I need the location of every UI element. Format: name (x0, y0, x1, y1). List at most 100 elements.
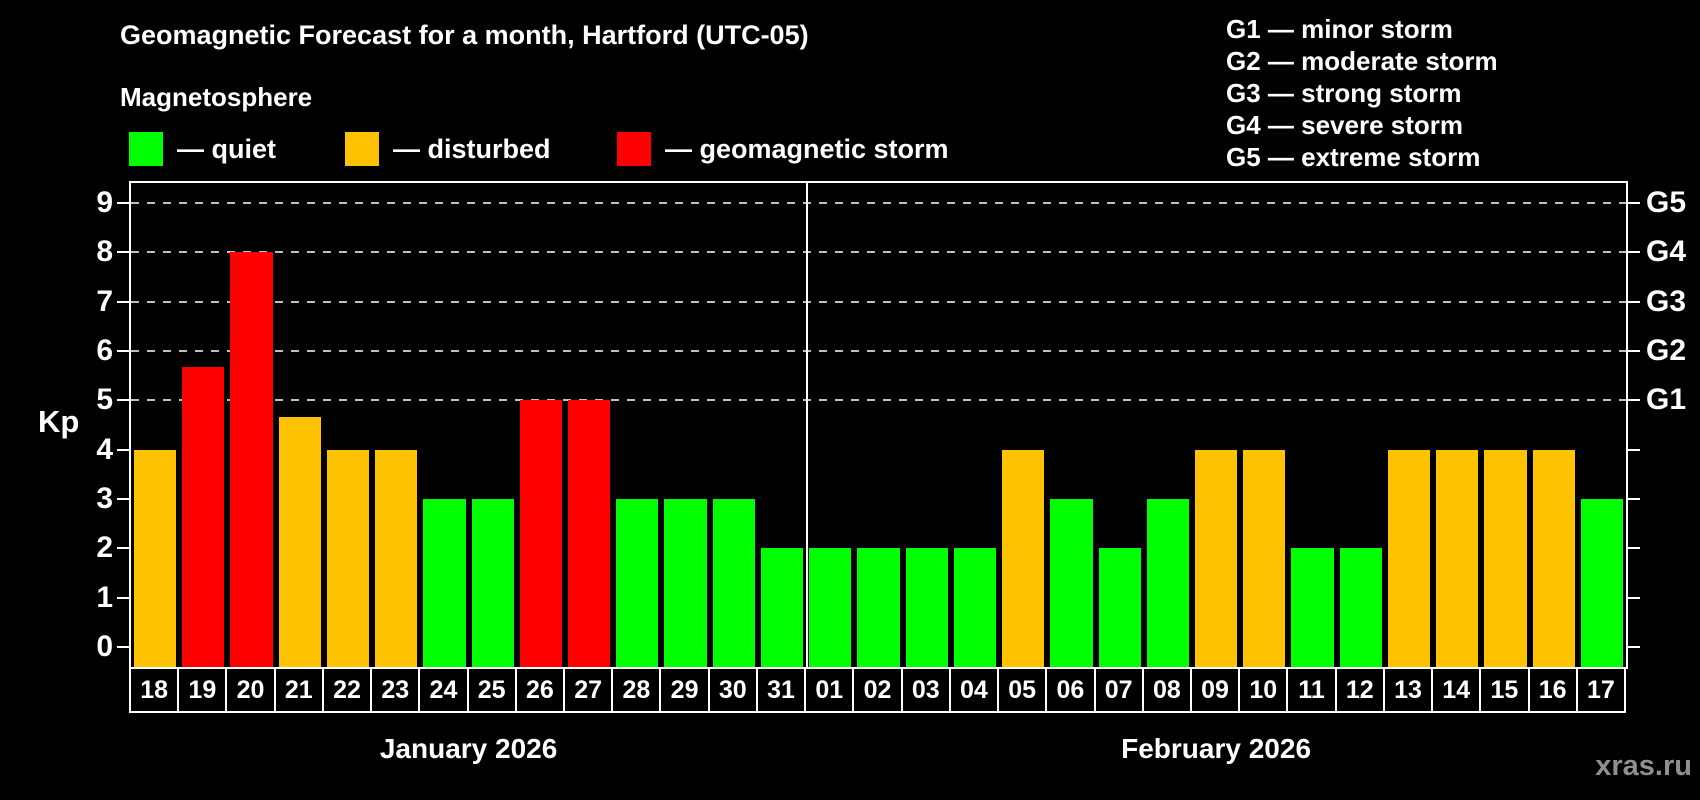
day-label: 20 (227, 667, 276, 713)
right-axis-tick (1628, 300, 1640, 303)
day-label: 07 (1095, 667, 1144, 713)
kp-bar-day-07 (1098, 548, 1141, 667)
kp-bar-day-10 (1243, 449, 1286, 667)
g5-legend-line: G5 — extreme storm (1226, 142, 1481, 172)
kp-bar-day-18 (134, 449, 177, 667)
kp-bar-day-31 (760, 548, 804, 667)
right-axis-tick (1628, 596, 1640, 599)
kp-bar-day-22 (326, 449, 370, 667)
kp-bar-day-12 (1339, 548, 1382, 667)
kp-bar-day-23 (375, 449, 418, 667)
left-axis-tick (117, 498, 129, 501)
left-axis-tick (117, 201, 129, 204)
right-axis-label-g1: G1 (1646, 383, 1687, 417)
day-label: 17 (1577, 667, 1626, 713)
y-axis-tick-label: 1 (96, 580, 113, 614)
kp-bar-day-25 (471, 499, 514, 667)
kp-bar-day-11 (1291, 548, 1334, 667)
right-axis-tick (1628, 498, 1640, 501)
day-label: 31 (757, 667, 807, 713)
watermark: xras.ru (1595, 750, 1692, 782)
day-label: 05 (999, 667, 1048, 713)
kp-bar-day-21 (278, 416, 321, 667)
kp-bar-day-15 (1484, 449, 1527, 667)
day-label: 29 (661, 667, 710, 713)
magnetosphere-label: Magnetosphere (120, 82, 313, 112)
left-axis-tick (117, 251, 129, 254)
kp-bar-day-17 (1580, 499, 1623, 667)
right-axis-tick (1628, 547, 1640, 550)
kp-bar-day-06 (1050, 499, 1093, 667)
day-label: 27 (565, 667, 614, 713)
kp-bar-day-04 (953, 548, 997, 667)
y-axis-tick-label: 4 (96, 432, 113, 466)
kp-bar-day-03 (905, 548, 948, 667)
day-label: 30 (709, 667, 758, 713)
day-label: 16 (1529, 667, 1578, 713)
right-axis-label-g2: G2 (1646, 333, 1687, 367)
left-axis-tick (117, 300, 129, 303)
y-axis-tick-label: 3 (96, 482, 113, 516)
kp-bar-day-08 (1146, 499, 1189, 667)
page-title: Geomagnetic Forecast for a month, Hartfo… (120, 20, 809, 50)
kp-bar-day-02 (857, 548, 900, 667)
month-separator (806, 183, 809, 667)
legend-item-disturbed: — disturbed (345, 132, 551, 166)
kp-bar-day-16 (1532, 449, 1575, 667)
right-axis-label-g3: G3 (1646, 284, 1687, 318)
kp-bar-day-05 (1002, 449, 1045, 667)
right-axis-label-g5: G5 (1646, 185, 1687, 219)
month-label-january: January 2026 (379, 733, 558, 764)
y-axis-tick-label: 7 (96, 284, 113, 318)
left-axis-tick (117, 399, 129, 402)
kp-bar-day-24 (423, 499, 466, 667)
legend-label-quiet: — quiet (177, 134, 276, 164)
kp-bar-day-28 (616, 499, 659, 667)
left-axis-tick (117, 349, 129, 352)
quiet-swatch-icon (129, 132, 163, 166)
day-label: 13 (1384, 667, 1434, 713)
kp-bar-day-19 (182, 367, 225, 667)
day-label: 01 (806, 667, 855, 713)
day-label: 19 (179, 667, 228, 713)
legend-label-disturbed: — disturbed (393, 134, 551, 164)
kp-bar-day-14 (1436, 449, 1479, 667)
day-label: 18 (129, 667, 180, 713)
day-label: 06 (1047, 667, 1096, 713)
y-axis-title: Kp (38, 404, 80, 439)
kp-bar-day-13 (1387, 449, 1431, 667)
y-axis-tick-label: 5 (96, 383, 113, 417)
gridline-kp-9 (131, 201, 1626, 204)
legend-item-quiet: — quiet (129, 132, 276, 166)
kp-bar-day-29 (664, 499, 707, 667)
y-axis-tick-label: 8 (96, 235, 113, 269)
day-label: 09 (1191, 667, 1241, 713)
g2-legend-line: G2 — moderate storm (1226, 46, 1498, 76)
gridline-kp-6 (131, 349, 1626, 352)
kp-bar-day-27 (568, 400, 611, 667)
left-axis-tick (117, 547, 129, 550)
day-label: 14 (1433, 667, 1482, 713)
right-axis-label-g4: G4 (1646, 235, 1687, 269)
disturbed-swatch-icon (345, 132, 379, 166)
g4-legend-line: G4 — severe storm (1226, 110, 1464, 140)
kp-bar-day-09 (1194, 449, 1238, 667)
storm-swatch-icon (617, 132, 651, 166)
gridline-kp-5 (131, 399, 1626, 402)
left-axis-tick (117, 448, 129, 451)
y-axis-tick-label: 0 (96, 630, 113, 664)
y-axis-tick-label: 9 (96, 185, 113, 219)
day-label: 11 (1288, 667, 1337, 713)
day-label: 04 (950, 667, 1000, 713)
kp-bar-day-20 (230, 252, 273, 667)
kp-bar-day-01 (809, 548, 852, 667)
g3-legend-line: G3 — strong storm (1226, 78, 1462, 108)
day-label: 02 (854, 667, 903, 713)
day-label: 15 (1481, 667, 1530, 713)
legend-item-storm: — geomagnetic storm (617, 132, 949, 166)
right-axis-tick (1628, 399, 1640, 402)
day-label: 12 (1336, 667, 1385, 713)
day-label: 25 (468, 667, 517, 713)
gridline-kp-7 (131, 300, 1626, 303)
